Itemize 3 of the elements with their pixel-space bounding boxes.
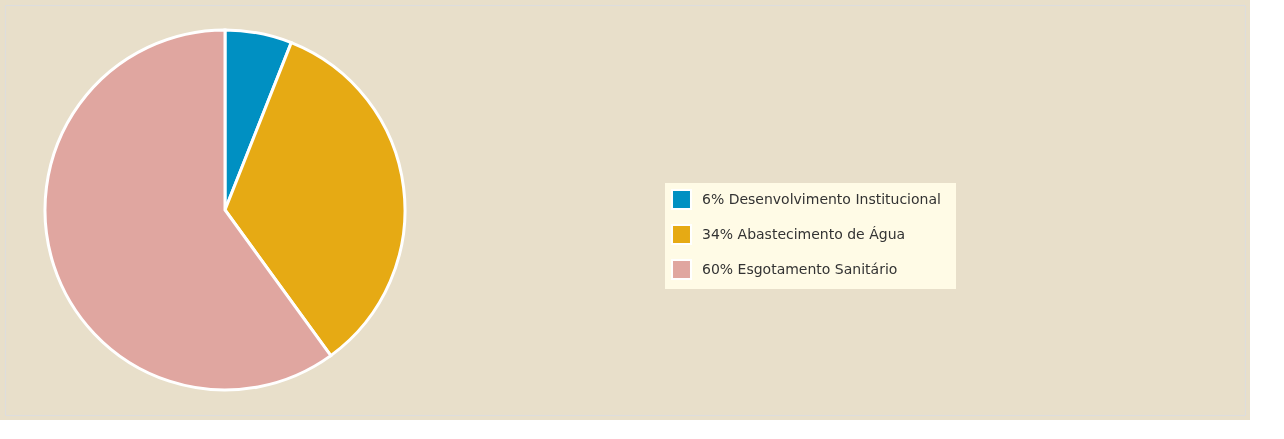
legend-label: 34% Abastecimento de Água <box>702 225 906 242</box>
legend-label: 6% Desenvolvimento Institucional <box>702 190 941 207</box>
legend-label: 60% Esgotamento Sanitário <box>702 260 898 277</box>
